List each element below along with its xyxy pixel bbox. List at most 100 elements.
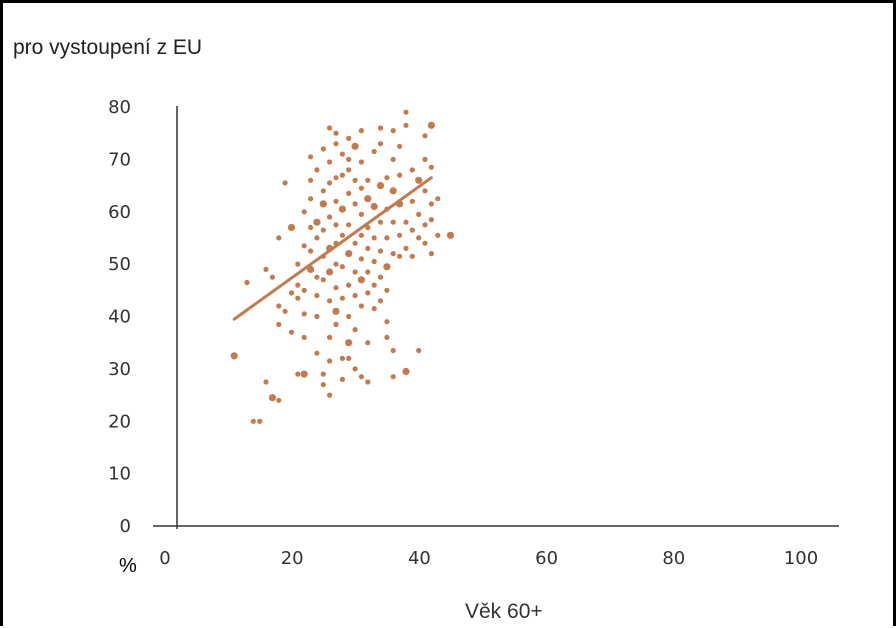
- y-tick-labels: 0 10 20 30 40 50 60 70 80: [108, 97, 131, 537]
- scatter-point: [427, 121, 435, 129]
- scatter-point: [390, 219, 396, 225]
- scatter-point: [327, 298, 333, 304]
- scatter-point: [416, 211, 422, 217]
- scatter-point: [276, 303, 282, 309]
- y-tick-label: 30: [108, 359, 131, 380]
- x-tick-label: 40: [408, 548, 431, 569]
- scatter-point: [422, 156, 428, 162]
- scatter-point: [346, 156, 352, 162]
- scatter-point: [435, 196, 441, 202]
- scatter-point: [403, 219, 409, 225]
- scatter-point: [295, 261, 301, 267]
- scatter-point: [346, 313, 352, 320]
- scatter-point: [446, 231, 455, 239]
- scatter-point: [327, 392, 333, 398]
- scatter-point: [300, 370, 308, 378]
- scatter-point: [339, 151, 345, 157]
- scatter-point: [365, 177, 371, 183]
- scatter-point: [358, 303, 364, 309]
- scatter-point: [384, 287, 390, 293]
- y-tick-label: 70: [108, 149, 131, 170]
- scatter-point: [314, 292, 320, 299]
- scatter-point: [409, 167, 415, 173]
- y-tick-label: 50: [108, 254, 131, 275]
- scatter-point: [384, 334, 390, 340]
- scatter-point: [377, 125, 384, 131]
- scatter-point: [352, 177, 358, 183]
- scatter-point: [276, 321, 282, 327]
- scatter-point: [409, 227, 415, 233]
- scatter-point: [358, 256, 364, 262]
- scatter-point: [384, 175, 390, 181]
- y-tick-label: 20: [108, 411, 131, 432]
- scatter-point: [326, 268, 334, 276]
- x-tick-labels: 0 20 40 60 80 100: [159, 548, 818, 569]
- scatter-point: [295, 371, 301, 377]
- scatter-point: [327, 334, 333, 340]
- scatter-point: [365, 290, 371, 296]
- scatter-point: [415, 176, 423, 184]
- scatter-point: [435, 232, 441, 238]
- scatter-point: [422, 240, 428, 246]
- scatter-point: [351, 142, 359, 150]
- scatter-point: [313, 218, 321, 226]
- scatter-point: [230, 352, 238, 360]
- scatter-point: [377, 298, 384, 304]
- scatter-point: [295, 295, 301, 301]
- scatter-point: [320, 382, 326, 388]
- scatter-point: [358, 159, 364, 165]
- scatter-point: [403, 109, 409, 115]
- scatter-point: [365, 224, 371, 231]
- scatter-point: [282, 308, 288, 314]
- scatter-point: [365, 340, 371, 346]
- scatter-point: [287, 223, 296, 232]
- scatter-point: [358, 374, 364, 380]
- scatter-point: [365, 245, 371, 251]
- scatter-point: [403, 245, 409, 251]
- scatter-point: [339, 355, 345, 361]
- scatter-point: [301, 287, 307, 293]
- scatter-point: [397, 253, 403, 259]
- scatter-point: [409, 198, 415, 204]
- scatter-point: [320, 227, 326, 233]
- scatter-point: [376, 182, 385, 190]
- scatter-point: [383, 263, 391, 271]
- scatter-point: [295, 282, 301, 288]
- y-axis-unit-label: %: [119, 555, 137, 577]
- scatter-point: [257, 418, 263, 424]
- scatter-point: [352, 366, 358, 372]
- scatter-point: [339, 295, 345, 301]
- scatter-point: [352, 292, 358, 299]
- scatter-point: [333, 222, 339, 228]
- scatter-point: [346, 190, 352, 196]
- scatter-point: [269, 274, 275, 280]
- scatter-point: [308, 177, 314, 183]
- scatter-point: [358, 185, 364, 191]
- scatter-point: [333, 175, 339, 181]
- scatter-point: [397, 143, 403, 149]
- scatter-point: [301, 334, 307, 340]
- scatter-point: [365, 379, 371, 385]
- scatter-point: [268, 394, 276, 402]
- scatter-point: [371, 306, 377, 312]
- scatter-point: [346, 135, 352, 141]
- scatter-point: [307, 265, 315, 273]
- scatter-point: [364, 195, 372, 203]
- scatter-point: [428, 201, 434, 207]
- scatter-point: [384, 235, 390, 241]
- scatter-point: [250, 418, 256, 424]
- trendline: [232, 176, 433, 321]
- scatter-point: [288, 329, 295, 335]
- scatter-point: [428, 251, 434, 257]
- y-tick-label: 40: [108, 307, 131, 328]
- scatter-point: [358, 128, 364, 134]
- scatter-point: [314, 167, 320, 173]
- scatter-point: [314, 235, 320, 241]
- scatter-point: [333, 130, 339, 136]
- scatter-point: [319, 200, 327, 208]
- scatter-point: [377, 274, 384, 280]
- scatter-point: [371, 148, 377, 155]
- scatter-point: [263, 379, 269, 385]
- scatter-point: [327, 159, 333, 165]
